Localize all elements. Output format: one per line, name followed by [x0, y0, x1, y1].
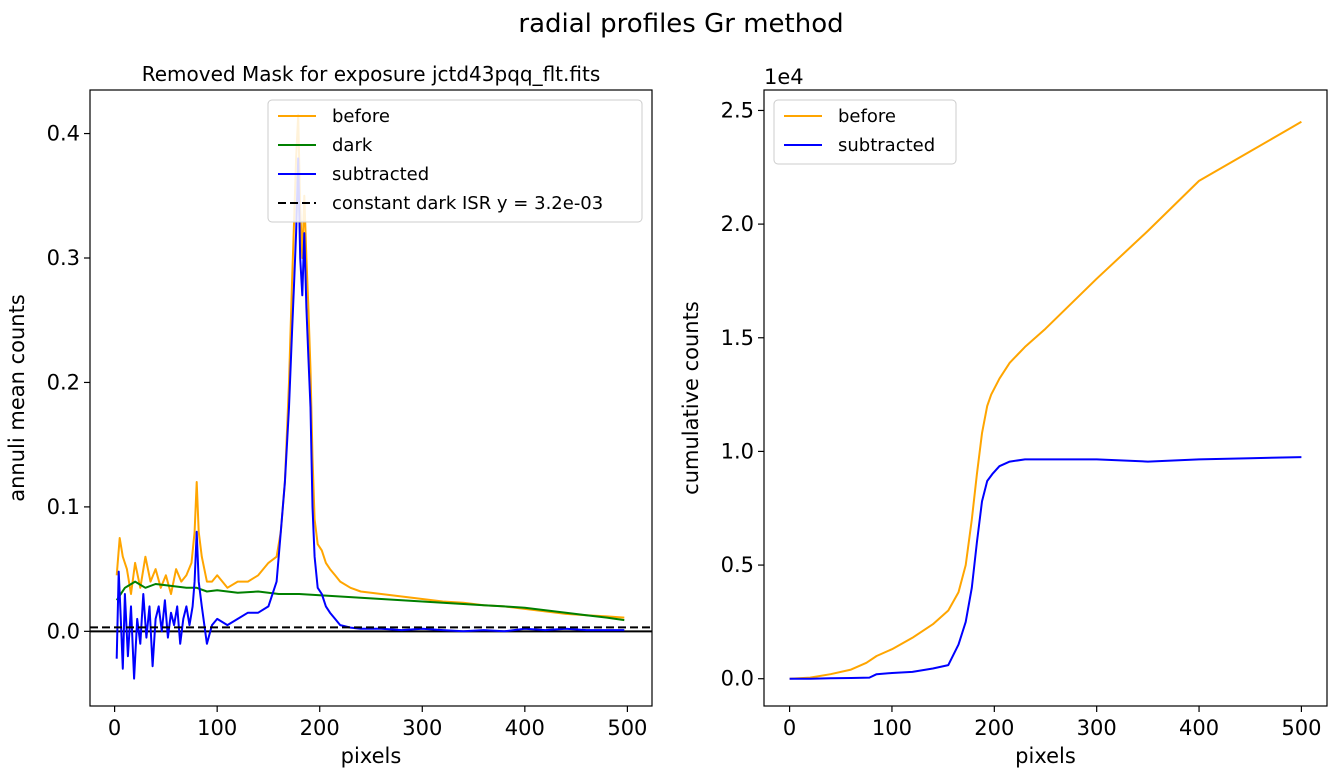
left-xtick-label-2: 200 [300, 716, 340, 740]
left-chart-area: 0 100 200 300 400 500 0.0 0.1 0.2 0.3 0.4 pixels ann… [5, 62, 653, 768]
left-legend-label-3: constant dark ISR y = 3.2e-03 [332, 193, 603, 214]
right-legend-label-1: subtracted [838, 135, 935, 156]
right-xtick-label-0: 0 [783, 716, 796, 740]
right-xlabel: pixels [1015, 744, 1076, 768]
left-axes-frame [89, 89, 653, 707]
right-offset-label: 1e4 [764, 65, 804, 89]
left-legend: before dark subtracted constant dark ISR y … [267, 99, 643, 223]
left-chart-title: Removed Mask for exposure jctd43pqq_flt.… [142, 62, 601, 86]
right-xtick-label-1: 100 [872, 716, 912, 740]
right-plot-lines [789, 120, 1302, 680]
right-ytick-label-2: 1.0 [721, 439, 754, 463]
right-xtick-label-2: 200 [974, 716, 1014, 740]
left-xtick-label-1: 100 [197, 716, 237, 740]
left-xlabel: pixels [341, 744, 402, 768]
left-series-1-line [115, 580, 625, 622]
right-series-1-line [789, 456, 1302, 680]
left-xtick-label-5: 500 [607, 716, 647, 740]
right-xtick-label-4: 400 [1179, 716, 1219, 740]
right-axes-frame [763, 89, 1328, 707]
right-ytick-label-4: 2.0 [721, 212, 754, 236]
left-ytick-label-4: 0.4 [47, 122, 80, 146]
left-xtick-label-0: 0 [108, 716, 121, 740]
right-ytick-label-0: 0.0 [721, 667, 754, 691]
left-xtick-label-3: 300 [402, 716, 442, 740]
right-ytick-label-3: 1.5 [721, 326, 754, 350]
left-legend-label-0: before [332, 106, 390, 127]
left-ytick-label-2: 0.2 [47, 370, 80, 394]
left-ytick-label-1: 0.1 [47, 495, 80, 519]
left-ytick-label-0: 0.0 [47, 619, 80, 643]
left-xtick-label-4: 400 [505, 716, 545, 740]
right-legend-label-0: before [838, 106, 896, 127]
right-legend: before subtracted [773, 99, 957, 165]
left-plot-lines [90, 113, 652, 680]
right-chart-area: 0 100 200 300 400 500 0.0 0.5 1.0 1.5 2.0 2.5 pixels… [679, 65, 1328, 768]
right-series-0-line [789, 120, 1302, 680]
left-legend-label-2: subtracted [332, 164, 429, 185]
right-ylabel: cumulative counts [679, 301, 703, 495]
right-xtick-label-5: 500 [1281, 716, 1321, 740]
right-xtick-label-3: 300 [1077, 716, 1117, 740]
left-legend-box [267, 99, 643, 223]
right-ytick-label-5: 2.5 [721, 98, 754, 122]
left-legend-label-1: dark [332, 135, 373, 156]
left-series-0-line [115, 113, 625, 619]
figure-suptitle: radial profiles Gr method [518, 9, 843, 39]
left-series-2-line [115, 157, 625, 680]
left-ytick-label-3: 0.3 [47, 246, 80, 270]
left-ylabel: annuli mean counts [5, 294, 29, 502]
right-ytick-label-1: 0.5 [721, 553, 754, 577]
